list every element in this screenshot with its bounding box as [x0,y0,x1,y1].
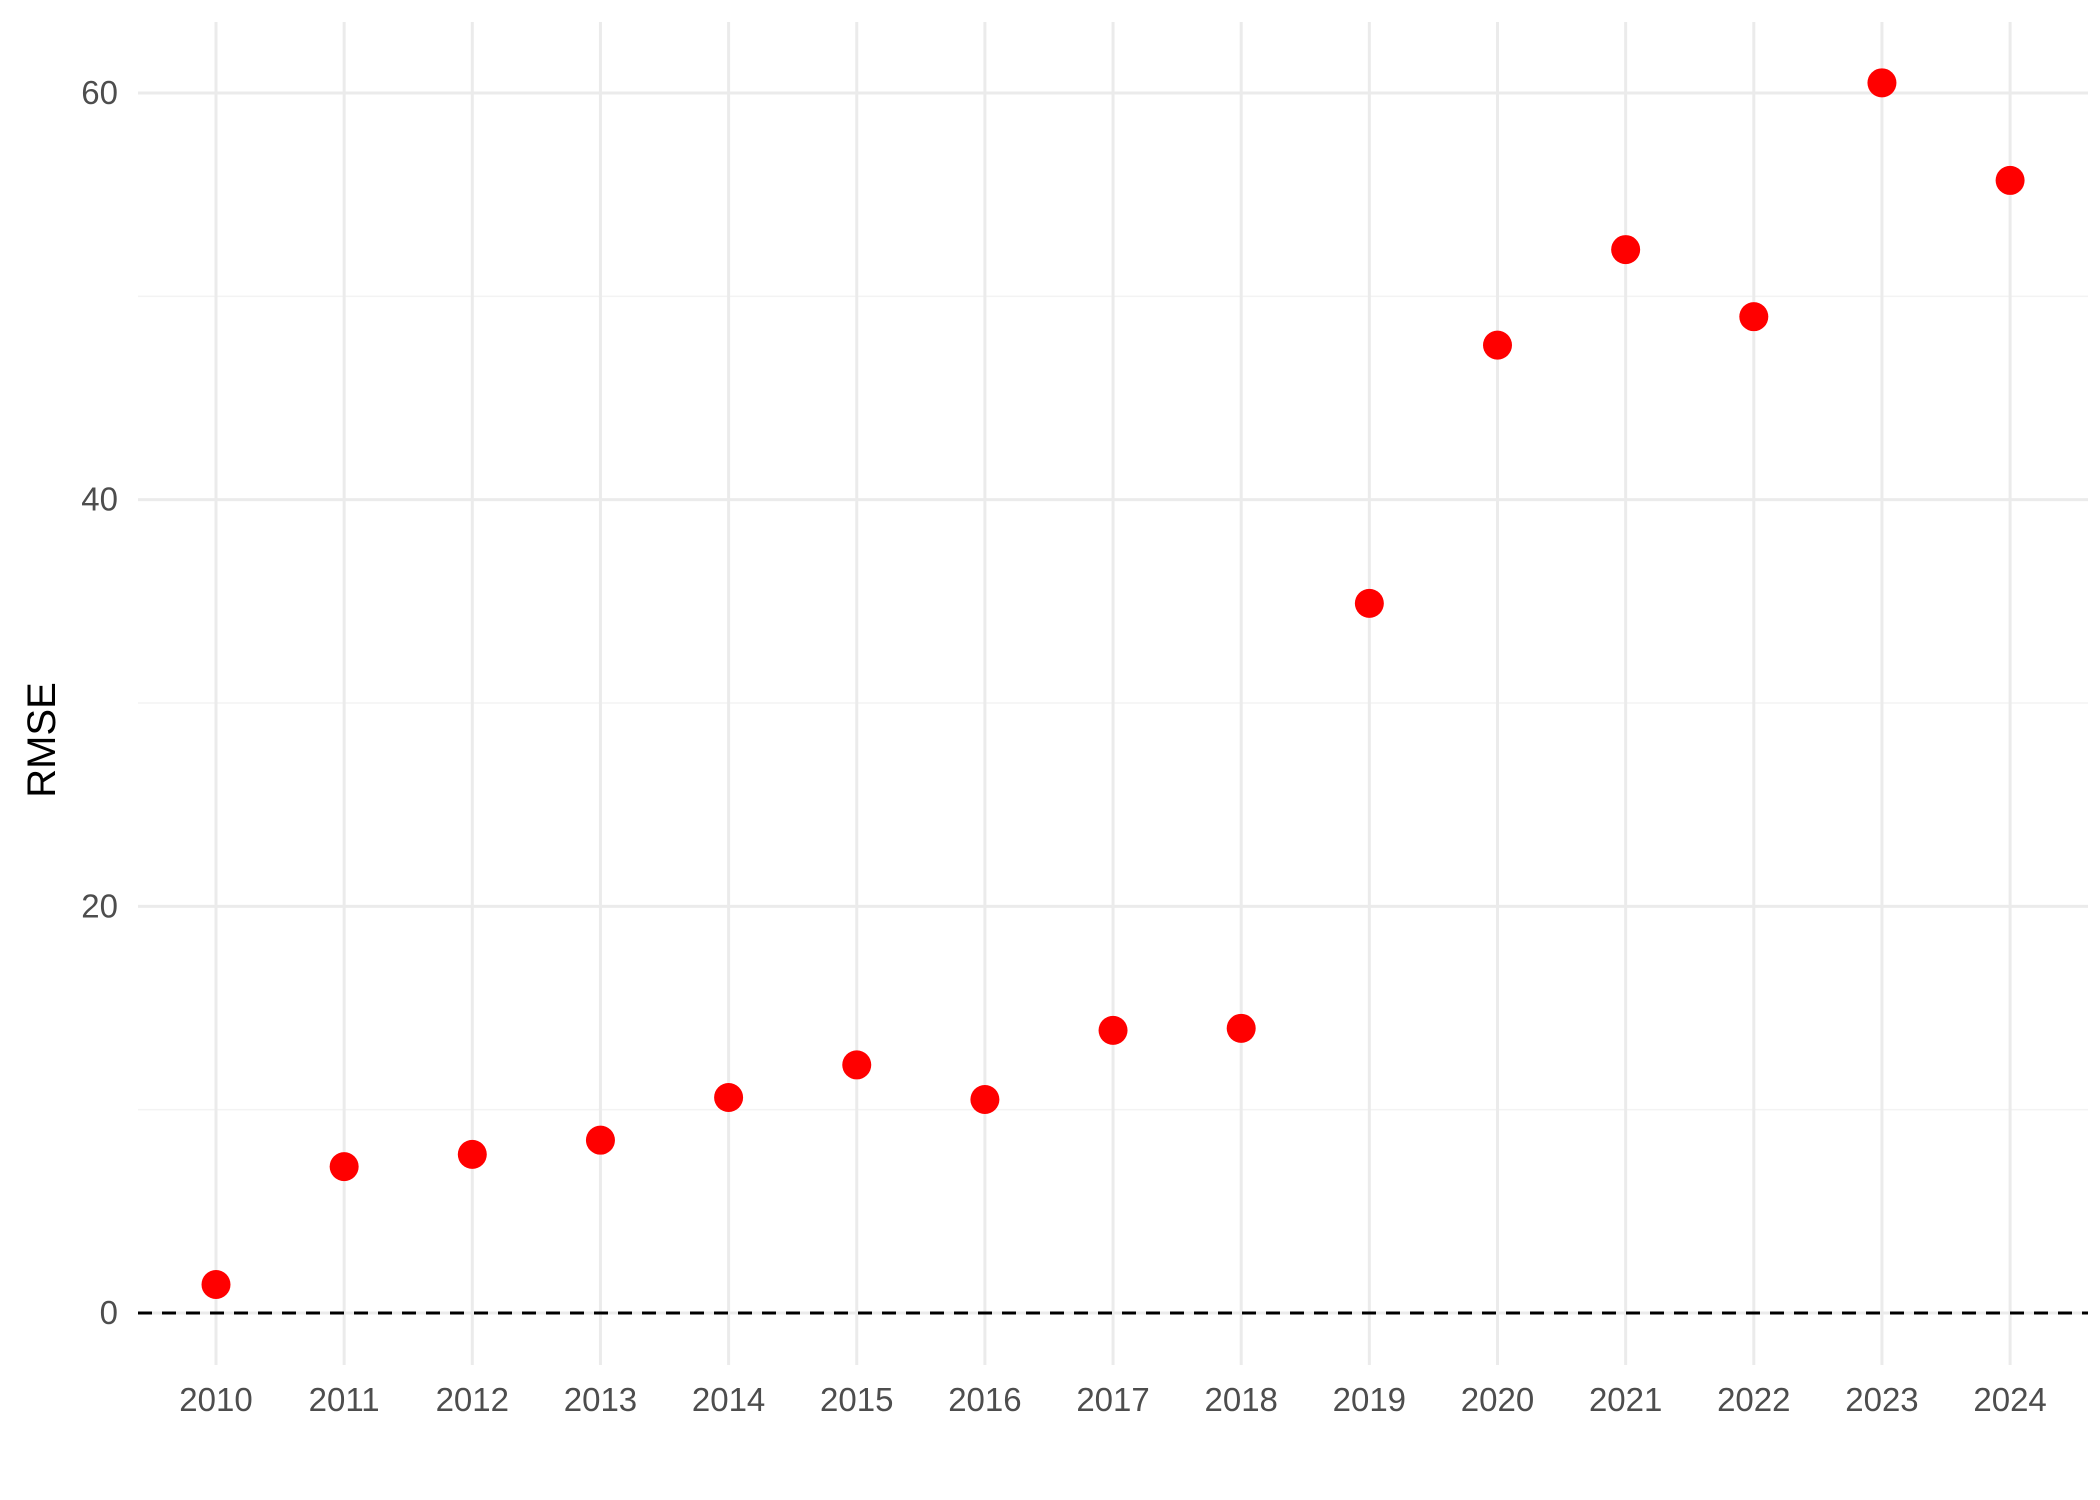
y-tick-label: 60 [81,74,118,111]
x-tick-label: 2014 [692,1381,765,1418]
x-tick-label: 2013 [564,1381,637,1418]
x-tick-label: 2022 [1717,1381,1790,1418]
data-point [970,1085,1000,1114]
data-point [329,1152,359,1182]
data-point [1226,1013,1256,1043]
data-point [714,1082,744,1112]
grid-lines [138,22,2088,1365]
x-tick-label: 2018 [1204,1381,1277,1418]
data-point [1483,330,1512,360]
x-tick-label: 2023 [1845,1381,1918,1418]
y-tick-label: 0 [100,1294,118,1331]
x-tick-label: 2015 [820,1381,893,1418]
x-tick-label: 2021 [1589,1381,1662,1418]
y-axis-title: RMSE [20,682,64,798]
x-tick-label: 2010 [179,1381,252,1418]
data-point [842,1050,872,1080]
y-tick-label: 20 [81,887,118,924]
y-tick-label: 40 [81,481,118,518]
x-tick-label: 2012 [436,1381,509,1418]
x-tick-label: 2017 [1076,1381,1149,1418]
data-point [1098,1015,1128,1045]
x-tick-label: 2016 [948,1381,1021,1418]
data-point [1611,235,1641,265]
data-point [201,1270,231,1300]
x-tick-label: 2024 [1973,1381,2046,1418]
x-axis-tick-labels: 2010 2011 2012 2013 2014 2015 2016 2017 2018 2019… [179,1381,2047,1418]
x-tick-label: 2019 [1333,1381,1406,1418]
data-point [1867,68,1897,98]
data-points [201,68,2025,1300]
x-tick-label: 2020 [1461,1381,1534,1418]
data-point [1995,165,2025,195]
data-point [585,1125,615,1155]
data-point [457,1139,487,1169]
x-tick-label: 2011 [309,1381,380,1418]
data-point [1739,302,1769,332]
data-point [1354,588,1384,618]
y-axis-tick-labels: 0 20 40 60 [81,74,118,1331]
